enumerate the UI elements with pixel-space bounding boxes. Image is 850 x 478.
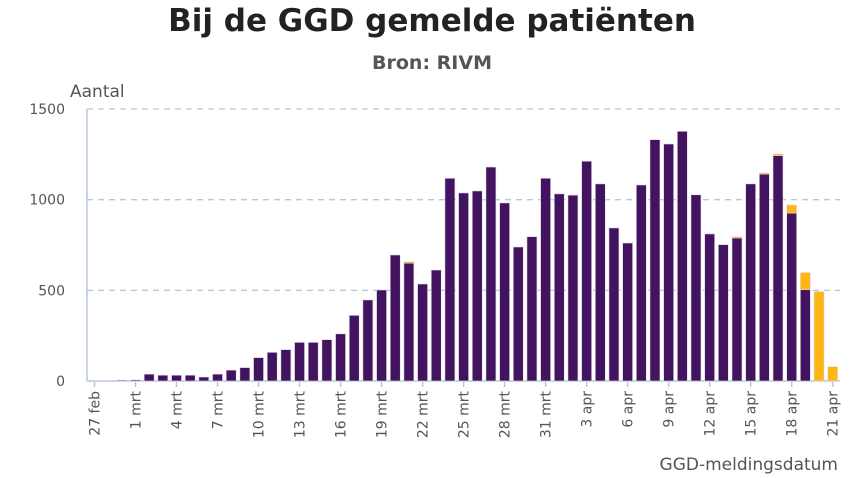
bar-primary bbox=[294, 342, 305, 382]
bar-primary bbox=[307, 342, 319, 382]
bar-primary bbox=[594, 183, 606, 382]
bars bbox=[116, 131, 838, 382]
bar-primary bbox=[786, 212, 797, 382]
x-tick-label: 16 mrt bbox=[334, 390, 350, 438]
x-tick-label: 22 mrt bbox=[416, 390, 432, 438]
x-tick-label: 19 mrt bbox=[375, 390, 391, 438]
bar-primary bbox=[376, 289, 387, 382]
bar-primary bbox=[499, 202, 510, 382]
x-tick-label: 7 mrt bbox=[211, 390, 227, 429]
bar-primary bbox=[348, 315, 360, 382]
bar-primary bbox=[690, 194, 702, 382]
bar-primary bbox=[389, 254, 401, 382]
y-ticks: 0 500 1000 1500 bbox=[29, 102, 65, 390]
bar-primary bbox=[485, 166, 497, 382]
bar-primary bbox=[253, 357, 264, 382]
x-tick-label: 4 mrt bbox=[170, 390, 186, 429]
bar-primary bbox=[184, 374, 196, 382]
bar-primary bbox=[143, 373, 155, 382]
bar-primary bbox=[225, 369, 237, 382]
x-ticks: 27 feb 1 mrt 4 mrt 7 mrt 10 mrt 13 mrt 16 mrt 1… bbox=[88, 382, 842, 438]
bar-primary bbox=[116, 379, 128, 382]
bar-primary bbox=[704, 233, 715, 382]
bar-primary bbox=[471, 190, 483, 382]
x-tick-label: 21 apr bbox=[826, 391, 842, 437]
bar-primary bbox=[362, 299, 374, 382]
bar-primary bbox=[430, 269, 442, 382]
bar-primary bbox=[553, 193, 565, 382]
bar-primary bbox=[635, 184, 647, 382]
bar-secondary bbox=[731, 236, 743, 239]
x-tick-label: 13 mrt bbox=[293, 390, 309, 438]
x-tick-label: 31 mrt bbox=[539, 390, 555, 438]
x-tick-label: 6 apr bbox=[621, 391, 637, 428]
x-tick-label: 15 apr bbox=[744, 391, 760, 437]
x-tick-label: 28 mrt bbox=[498, 390, 514, 438]
bar-primary bbox=[731, 237, 743, 382]
bar-primary bbox=[444, 177, 456, 382]
y-tick-label: 500 bbox=[38, 283, 65, 299]
bar-primary bbox=[745, 183, 756, 382]
x-tick-label: 9 apr bbox=[662, 391, 678, 428]
bar-secondary bbox=[786, 204, 797, 214]
bar-primary bbox=[280, 349, 292, 382]
bar-primary bbox=[335, 333, 346, 382]
bar-primary bbox=[718, 244, 729, 382]
bar-primary bbox=[772, 155, 784, 382]
bar-secondary bbox=[827, 366, 838, 382]
y-axis-label: Aantal bbox=[70, 82, 125, 102]
bar-primary bbox=[239, 367, 251, 382]
x-tick-label: 10 mrt bbox=[252, 390, 268, 438]
bar-primary bbox=[581, 160, 592, 382]
bar-primary bbox=[403, 262, 415, 382]
bar-primary bbox=[130, 379, 141, 382]
bar-secondary bbox=[403, 261, 415, 264]
bar-primary bbox=[649, 139, 661, 382]
y-tick-label: 0 bbox=[56, 374, 65, 390]
x-tick-label: 3 apr bbox=[580, 391, 596, 428]
x-tick-label: 18 apr bbox=[785, 391, 801, 437]
bar-primary bbox=[567, 194, 579, 382]
bar-primary bbox=[526, 236, 538, 382]
y-tick-label: 1500 bbox=[29, 102, 65, 118]
chart-subtitle: Bron: RIVM bbox=[372, 52, 492, 74]
bar-primary bbox=[622, 242, 633, 382]
bar-primary bbox=[677, 131, 688, 382]
bar-primary bbox=[540, 177, 551, 382]
x-tick-label: 1 mrt bbox=[129, 390, 145, 429]
bar-secondary bbox=[772, 153, 784, 156]
bar-primary bbox=[266, 352, 278, 382]
y-tick-label: 1000 bbox=[29, 193, 65, 209]
bar-primary bbox=[212, 373, 223, 382]
bar-primary bbox=[800, 289, 811, 382]
bar-secondary bbox=[800, 272, 811, 290]
bar-secondary bbox=[813, 291, 825, 382]
bar-primary bbox=[171, 374, 182, 382]
x-axis-label: GGD-meldingsdatum bbox=[660, 455, 838, 475]
bar-primary bbox=[198, 376, 210, 382]
x-tick-label: 25 mrt bbox=[457, 390, 473, 438]
bar-primary bbox=[458, 192, 469, 382]
bar-primary bbox=[321, 339, 333, 382]
x-tick-label: 12 apr bbox=[703, 391, 719, 437]
bar-primary bbox=[512, 246, 524, 382]
chart-title: Bij de GGD gemelde patiënten bbox=[168, 3, 696, 39]
bar-primary bbox=[608, 227, 620, 382]
bar-primary bbox=[663, 143, 674, 382]
bar-primary bbox=[759, 173, 770, 382]
bar-primary bbox=[417, 283, 428, 382]
bar-primary bbox=[157, 374, 169, 382]
x-tick-label: 27 feb bbox=[88, 391, 104, 436]
bar-secondary bbox=[759, 172, 770, 175]
